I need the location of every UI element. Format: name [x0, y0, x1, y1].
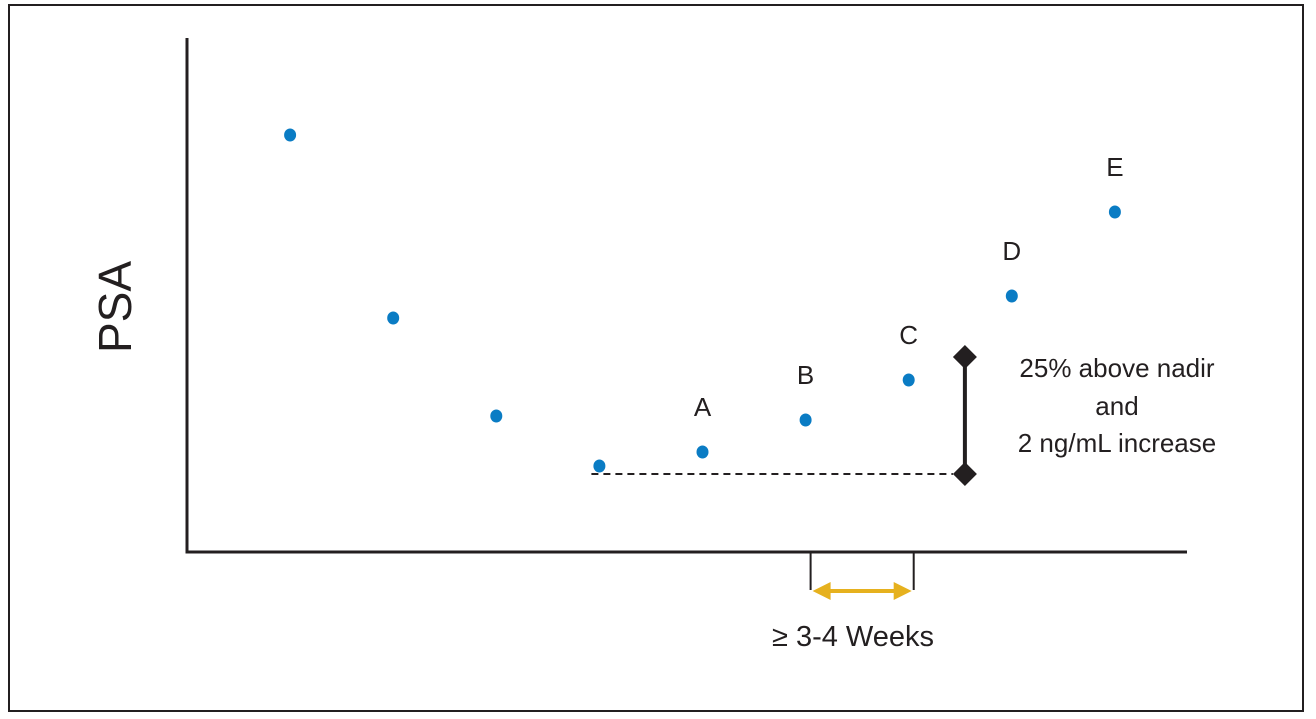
point-label: B	[797, 360, 814, 390]
threshold-line-1: 25% above nadir	[1019, 353, 1214, 383]
data-point	[696, 445, 709, 459]
threshold-annotation: 25% above nadir and 2 ng/mL increase	[1018, 353, 1216, 458]
point-label: D	[1002, 236, 1021, 266]
data-point	[284, 128, 297, 142]
interval-arrow-right-head	[893, 582, 912, 600]
data-point	[490, 409, 503, 423]
interval-label: ≥ 3-4 Weeks	[772, 621, 934, 653]
figure-frame: PSA A B C D E 25% above nadir and 2 ng/mL in…	[8, 4, 1304, 712]
data-point	[593, 459, 606, 473]
threshold-top-diamond	[952, 345, 977, 369]
data-point	[1005, 289, 1018, 303]
threshold-bottom-diamond	[952, 462, 977, 486]
data-point	[902, 373, 915, 387]
psa-chart: PSA A B C D E 25% above nadir and 2 ng/mL in…	[89, 38, 1216, 653]
point-label: E	[1106, 152, 1123, 182]
threshold-line-3: 2 ng/mL increase	[1018, 428, 1216, 458]
point-label: C	[899, 320, 918, 350]
data-point	[1108, 205, 1121, 219]
data-point	[799, 413, 812, 427]
y-axis-label: PSA	[89, 261, 141, 353]
point-label: A	[694, 392, 712, 422]
threshold-line-2: and	[1095, 391, 1138, 421]
data-point	[387, 311, 400, 325]
interval-arrow-left-head	[812, 582, 831, 600]
